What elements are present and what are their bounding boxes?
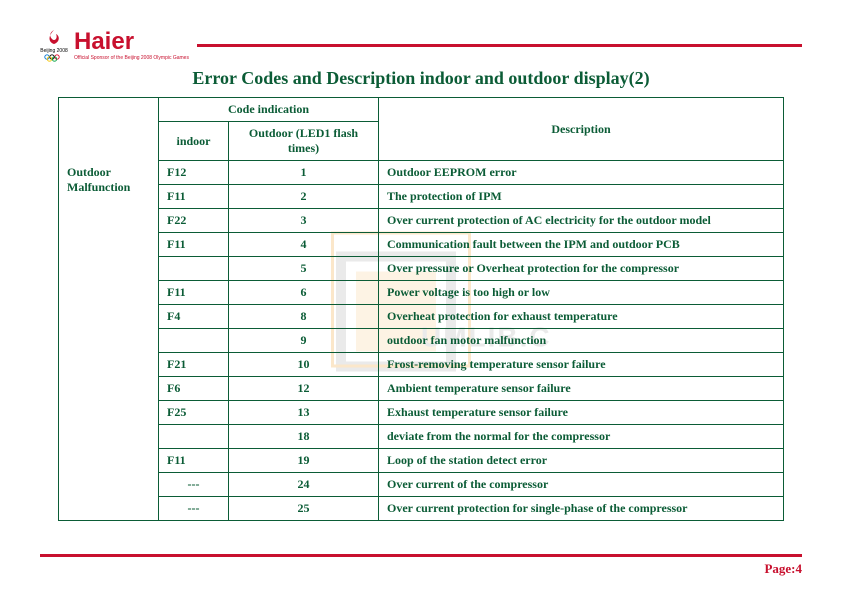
error-codes-table: Code indication Description indoor Outdo… (58, 97, 784, 521)
table-header-row-1: Code indication Description (59, 98, 784, 122)
description-cell: The protection of IPM (379, 185, 784, 209)
indoor-cell: F11 (159, 233, 229, 257)
description-cell: Overheat protection for exhaust temperat… (379, 305, 784, 329)
indoor-cell: --- (159, 473, 229, 497)
page-label: Page: (764, 561, 795, 576)
description-cell: Over current protection for single-phase… (379, 497, 784, 521)
outdoor-cell: 3 (229, 209, 379, 233)
indoor-cell (159, 425, 229, 449)
indoor-cell: F11 (159, 185, 229, 209)
description-cell: Communication fault between the IPM and … (379, 233, 784, 257)
indoor-cell: F12 (159, 161, 229, 185)
description-cell: Power voltage is too high or low (379, 281, 784, 305)
table-row: F114Communication fault between the IPM … (59, 233, 784, 257)
table-row: 5Over pressure or Overheat protection fo… (59, 257, 784, 281)
description-cell: Over current of the compressor (379, 473, 784, 497)
outdoor-cell: 5 (229, 257, 379, 281)
header-rule (197, 44, 802, 47)
outdoor-cell: 13 (229, 401, 379, 425)
description-cell: Over pressure or Overheat protection for… (379, 257, 784, 281)
outdoor-cell: 8 (229, 305, 379, 329)
svg-text:Beijing 2008: Beijing 2008 (40, 48, 68, 54)
table-row: ---25Over current protection for single-… (59, 497, 784, 521)
description-cell: Ambient temperature sensor failure (379, 377, 784, 401)
table-row: F612Ambient temperature sensor failure (59, 377, 784, 401)
olympic-icon: Beijing 2008 (40, 28, 68, 62)
table-row: 18deviate from the normal for the compre… (59, 425, 784, 449)
header-outdoor: Outdoor (LED1 flash times) (229, 122, 379, 161)
description-cell: Over current protection of AC electricit… (379, 209, 784, 233)
table-row: Outdoor MalfunctionF121Outdoor EEPROM er… (59, 161, 784, 185)
brand-subtitle: Official Sponsor of the Beijing 2008 Oly… (74, 56, 189, 61)
outdoor-cell: 19 (229, 449, 379, 473)
header-code-indication: Code indication (159, 98, 379, 122)
indoor-cell: F21 (159, 353, 229, 377)
outdoor-cell: 9 (229, 329, 379, 353)
description-cell: Loop of the station detect error (379, 449, 784, 473)
logo-block: Beijing 2008 Haier Official Sponsor of t… (40, 28, 189, 62)
table-row: F2513Exhaust temperature sensor failure (59, 401, 784, 425)
indoor-cell: F11 (159, 281, 229, 305)
outdoor-cell: 6 (229, 281, 379, 305)
table-row: F116Power voltage is too high or low (59, 281, 784, 305)
table-row: F112The protection of IPM (59, 185, 784, 209)
description-cell: deviate from the normal for the compress… (379, 425, 784, 449)
indoor-cell: F22 (159, 209, 229, 233)
header-description: Description (379, 98, 784, 161)
outdoor-cell: 4 (229, 233, 379, 257)
outdoor-cell: 12 (229, 377, 379, 401)
table-wrap: UMLIB.COM Code indication Description in… (58, 97, 784, 521)
table-row: F1119Loop of the station detect error (59, 449, 784, 473)
brand-name: Haier (74, 30, 189, 54)
outdoor-cell: 18 (229, 425, 379, 449)
brand-text: Haier Official Sponsor of the Beijing 20… (74, 30, 189, 61)
description-cell: Exhaust temperature sensor failure (379, 401, 784, 425)
indoor-cell: F11 (159, 449, 229, 473)
category-cell: Outdoor Malfunction (59, 161, 159, 521)
description-cell: Frost-removing temperature sensor failur… (379, 353, 784, 377)
indoor-cell (159, 257, 229, 281)
table-body: Outdoor MalfunctionF121Outdoor EEPROM er… (59, 161, 784, 521)
footer: Page:4 (40, 554, 802, 577)
header-indoor: indoor (159, 122, 229, 161)
page-number: Page:4 (40, 561, 802, 577)
table-row: ---24Over current of the compressor (59, 473, 784, 497)
description-cell: outdoor fan motor malfunction (379, 329, 784, 353)
page-title: Error Codes and Description indoor and o… (40, 68, 802, 89)
table-row: F48Overheat protection for exhaust tempe… (59, 305, 784, 329)
table-row: 9outdoor fan motor malfunction (59, 329, 784, 353)
indoor-cell (159, 329, 229, 353)
page: Beijing 2008 Haier Official Sponsor of t… (0, 0, 842, 595)
indoor-cell: --- (159, 497, 229, 521)
outdoor-cell: 10 (229, 353, 379, 377)
outdoor-cell: 1 (229, 161, 379, 185)
indoor-cell: F6 (159, 377, 229, 401)
footer-rule (40, 554, 802, 557)
header-blank (59, 98, 159, 161)
indoor-cell: F25 (159, 401, 229, 425)
header: Beijing 2008 Haier Official Sponsor of t… (40, 28, 802, 62)
table-row: F2110Frost-removing temperature sensor f… (59, 353, 784, 377)
description-cell: Outdoor EEPROM error (379, 161, 784, 185)
table-row: F223Over current protection of AC electr… (59, 209, 784, 233)
outdoor-cell: 2 (229, 185, 379, 209)
page-value: 4 (796, 561, 803, 576)
indoor-cell: F4 (159, 305, 229, 329)
outdoor-cell: 25 (229, 497, 379, 521)
outdoor-cell: 24 (229, 473, 379, 497)
